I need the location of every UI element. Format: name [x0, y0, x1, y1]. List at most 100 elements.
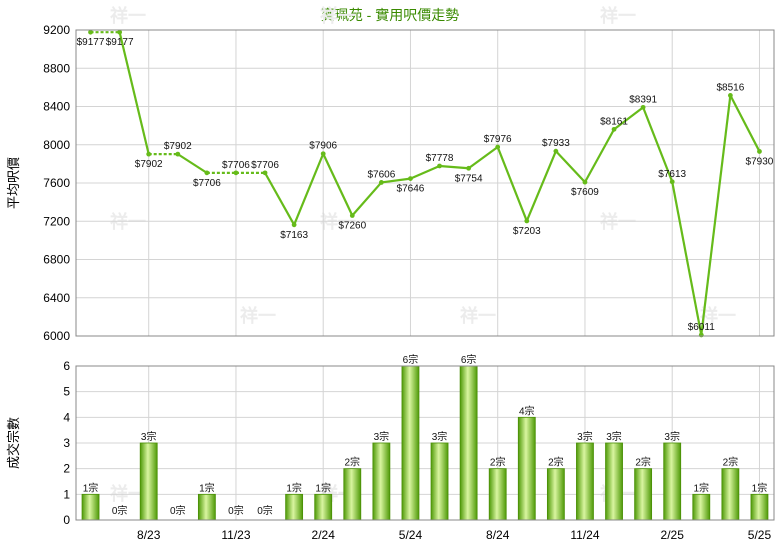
price-point	[495, 144, 501, 150]
x-tick: 8/24	[486, 528, 510, 542]
price-label: $9177	[106, 37, 134, 48]
price-point	[291, 222, 297, 228]
price-grid	[76, 29, 774, 337]
price-label: $7902	[135, 159, 163, 170]
price-label: $7203	[513, 226, 541, 237]
volume-label: 1宗	[199, 481, 215, 494]
data-labels: $9177 $9177$7902$7902$7706$7706 $7706$7163…	[77, 37, 774, 517]
x-tick: 11/24	[570, 528, 599, 542]
x-tick: 2/24	[312, 528, 336, 542]
volume-bar	[343, 468, 362, 521]
price-segment	[439, 164, 469, 170]
volume-bar	[750, 493, 769, 521]
price-label: $7706	[251, 160, 279, 171]
price-segment	[322, 153, 354, 216]
price-point	[524, 218, 530, 224]
volume-y-tick: 6	[63, 359, 70, 373]
price-point	[437, 163, 442, 169]
volume-label: 2宗	[723, 456, 739, 469]
volume-label: 3宗	[432, 430, 448, 443]
price-label: $7646	[397, 184, 425, 195]
price-line	[88, 29, 762, 338]
price-y-tick: 8800	[43, 61, 70, 75]
watermark-text: 祥一	[320, 211, 356, 233]
watermark-text: 祥一	[110, 211, 146, 233]
volume-label: 2宗	[548, 456, 564, 469]
volume-y-axis-title: 成交宗數	[6, 417, 21, 469]
x-tick: 8/23	[137, 528, 161, 542]
watermark-text: 祥一	[700, 305, 736, 327]
price-y-tick: 6400	[43, 291, 70, 305]
price-segment	[642, 106, 674, 183]
volume-label: 2宗	[635, 456, 651, 469]
price-point	[88, 29, 93, 35]
x-tick: 5/25	[748, 528, 772, 542]
volume-bar	[372, 442, 391, 521]
price-label: $7976	[484, 134, 512, 145]
price-point	[349, 213, 355, 218]
watermark-text: 祥一	[460, 305, 496, 327]
volume-label: 1宗	[315, 481, 331, 494]
price-segment	[467, 146, 499, 170]
price-segment	[293, 153, 325, 226]
price-point	[320, 151, 326, 157]
volume-bar	[692, 493, 711, 521]
volume-label: 6宗	[403, 353, 419, 366]
volume-bar	[488, 468, 507, 521]
price-label: $8391	[629, 94, 657, 105]
volume-y-tick: 0	[63, 513, 70, 527]
price-segment	[118, 31, 150, 155]
price-label: $7930	[746, 156, 774, 167]
price-point	[408, 176, 413, 182]
price-y-tick: 7600	[43, 176, 70, 190]
volume-y-tick: 5	[63, 385, 70, 399]
price-segment	[555, 150, 586, 183]
price-y-tick: 7200	[43, 214, 70, 228]
x-tick: 5/24	[399, 528, 423, 542]
price-point	[698, 332, 704, 338]
price-segment	[496, 146, 528, 222]
price-point	[640, 104, 646, 110]
volume-label: 0宗	[170, 504, 186, 517]
price-label: $7902	[164, 141, 192, 152]
volume-label: 2宗	[490, 456, 506, 469]
watermark-text: 祥一	[600, 5, 636, 27]
price-label: $8161	[600, 116, 628, 127]
volume-y-tick: 4	[63, 410, 70, 424]
x-tick: 11/23	[221, 528, 250, 542]
volume-y-tick: 2	[63, 462, 70, 476]
volume-bar	[663, 442, 682, 521]
price-label: $7906	[309, 141, 337, 152]
volume-label: 0宗	[228, 504, 244, 517]
price-plot-frame	[75, 29, 775, 337]
volume-label: 4宗	[519, 404, 535, 417]
volume-bar	[197, 493, 216, 521]
volume-bar	[634, 468, 653, 521]
price-label: $7933	[542, 138, 570, 149]
price-point	[204, 170, 210, 176]
price-label: $7609	[571, 187, 599, 198]
price-label: $7606	[367, 169, 395, 180]
price-y-axis-title: 平均呎價	[6, 157, 21, 209]
watermark-text: 祥一	[240, 305, 276, 327]
watermark-text: 祥一	[320, 5, 356, 27]
price-segment	[264, 172, 296, 226]
volume-bar	[430, 442, 449, 521]
price-segment	[525, 150, 557, 222]
volume-bar	[139, 442, 158, 521]
price-segment	[671, 181, 703, 336]
price-label: $7163	[280, 230, 308, 241]
volume-bar	[285, 493, 304, 521]
price-segment	[583, 128, 616, 183]
volume-label: 2宗	[345, 456, 361, 469]
volume-label: 1宗	[752, 481, 768, 494]
volume-y-tick: 1	[63, 487, 70, 501]
price-label: $7778	[426, 153, 454, 164]
volume-y-tick: 3	[63, 436, 70, 450]
price-point	[553, 148, 559, 154]
price-label: $7613	[658, 169, 686, 180]
price-segment	[700, 95, 732, 336]
price-segment	[381, 177, 411, 184]
volume-label: 6宗	[461, 353, 477, 366]
price-y-tick: 8000	[43, 138, 70, 152]
